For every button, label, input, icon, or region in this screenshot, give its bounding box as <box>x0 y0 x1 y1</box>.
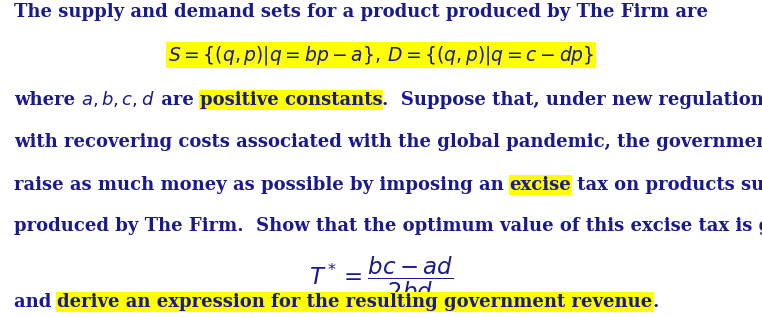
Text: positive constants: positive constants <box>200 91 383 109</box>
Text: $S = \{(q,p)|q = bp - a\},\, D = \{(q,p)|q = c - dp\}$: $S = \{(q,p)|q = bp - a\},\, D = \{(q,p)… <box>168 44 594 67</box>
Text: with recovering costs associated with the global pandemic, the government wishes: with recovering costs associated with th… <box>14 133 762 152</box>
Text: excise: excise <box>510 176 572 194</box>
Text: .: . <box>652 294 659 312</box>
Text: derive an expression for the resulting government revenue: derive an expression for the resulting g… <box>57 294 652 312</box>
Text: tax on products such as that: tax on products such as that <box>572 176 762 194</box>
Text: where: where <box>14 91 81 109</box>
Text: and: and <box>14 294 57 312</box>
Text: raise as much money as possible by imposing an: raise as much money as possible by impos… <box>14 176 510 194</box>
Text: The supply and demand sets for a product produced by The Firm are: The supply and demand sets for a product… <box>14 3 708 22</box>
Text: produced by The Firm.  Show that the optimum value of this excise tax is given b: produced by The Firm. Show that the opti… <box>14 217 762 236</box>
Text: $T^* = \dfrac{bc - ad}{2bd}$: $T^* = \dfrac{bc - ad}{2bd}$ <box>309 255 453 302</box>
Text: .  Suppose that, under new regulations associated: . Suppose that, under new regulations as… <box>383 91 762 109</box>
Text: are: are <box>155 91 200 109</box>
Text: $a, b, c, d$: $a, b, c, d$ <box>81 89 155 109</box>
